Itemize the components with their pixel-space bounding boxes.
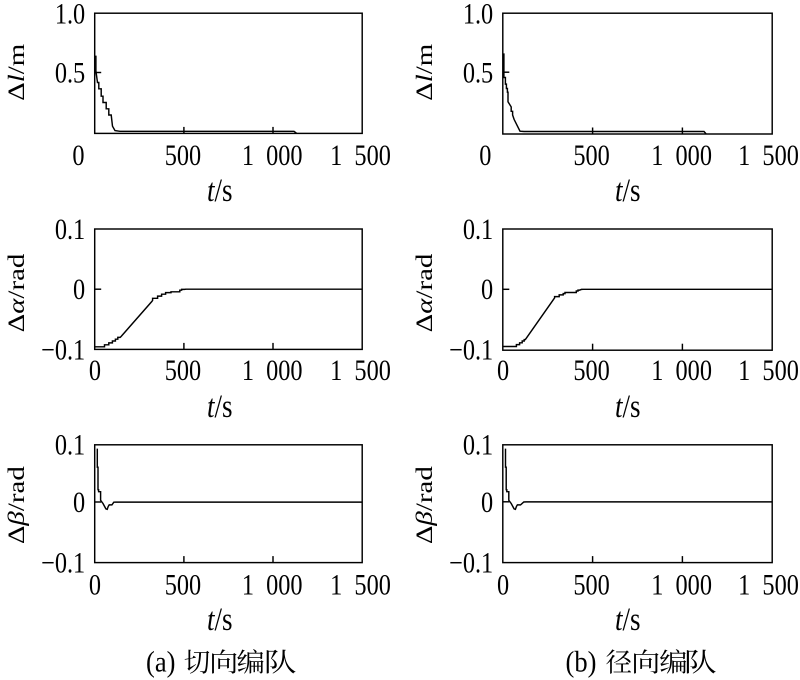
svg-text:Δα/rad: Δα/rad [2, 254, 29, 333]
svg-text:Δβ/rad: Δβ/rad [2, 466, 29, 544]
svg-text:1 000: 1 000 [242, 568, 303, 601]
svg-text:1 000: 1 000 [651, 354, 712, 387]
svg-text:1 000: 1 000 [651, 568, 712, 601]
svg-text:−0.1: −0.1 [449, 333, 493, 366]
svg-text:t/s: t/s [615, 172, 641, 209]
svg-text:(a): (a) [146, 646, 175, 678]
svg-text:Δl/m: Δl/m [410, 43, 437, 101]
svg-text:500: 500 [573, 139, 609, 172]
svg-text:1 500: 1 500 [738, 568, 799, 601]
svg-text:−0.1: −0.1 [41, 333, 85, 366]
svg-text:0.5: 0.5 [55, 56, 85, 89]
svg-text:0.1: 0.1 [55, 428, 85, 461]
svg-text:500: 500 [573, 568, 609, 601]
svg-text:t/s: t/s [207, 172, 233, 209]
svg-text:1.0: 1.0 [463, 0, 493, 30]
svg-text:500: 500 [165, 354, 201, 387]
svg-text:1.0: 1.0 [55, 0, 85, 30]
svg-text:0: 0 [497, 568, 509, 601]
svg-text:−0.1: −0.1 [449, 546, 493, 579]
svg-text:0: 0 [497, 354, 509, 387]
svg-text:t/s: t/s [615, 601, 641, 638]
svg-text:(b): (b) [566, 646, 597, 678]
svg-text:1 000: 1 000 [242, 139, 303, 172]
svg-text:0: 0 [72, 139, 84, 172]
svg-text:0: 0 [73, 273, 85, 306]
svg-text:500: 500 [573, 354, 609, 387]
svg-text:0: 0 [481, 486, 493, 519]
svg-text:1 500: 1 500 [330, 354, 391, 387]
svg-text:1 500: 1 500 [330, 139, 391, 172]
svg-text:1 000: 1 000 [242, 354, 303, 387]
svg-text:0.5: 0.5 [463, 56, 493, 89]
svg-text:500: 500 [165, 139, 201, 172]
svg-text:1 500: 1 500 [738, 354, 799, 387]
svg-text:t/s: t/s [207, 387, 233, 424]
svg-text:1 000: 1 000 [651, 139, 712, 172]
svg-text:0: 0 [89, 354, 101, 387]
svg-text:Δβ/rad: Δβ/rad [410, 466, 437, 544]
svg-text:Δl/m: Δl/m [2, 43, 29, 101]
svg-text:t/s: t/s [207, 601, 233, 638]
svg-text:t/s: t/s [615, 387, 641, 424]
svg-text:0: 0 [481, 273, 493, 306]
svg-text:1 500: 1 500 [738, 139, 799, 172]
svg-text:0.1: 0.1 [463, 428, 493, 461]
svg-text:0: 0 [73, 486, 85, 519]
svg-text:0: 0 [89, 568, 101, 601]
svg-text:0.1: 0.1 [463, 213, 493, 246]
svg-text:0.1: 0.1 [55, 213, 85, 246]
svg-text:1 500: 1 500 [330, 568, 391, 601]
svg-text:0: 0 [479, 139, 491, 172]
svg-text:−0.1: −0.1 [41, 546, 85, 579]
svg-text:Δα/rad: Δα/rad [410, 254, 437, 333]
svg-text:500: 500 [165, 568, 201, 601]
